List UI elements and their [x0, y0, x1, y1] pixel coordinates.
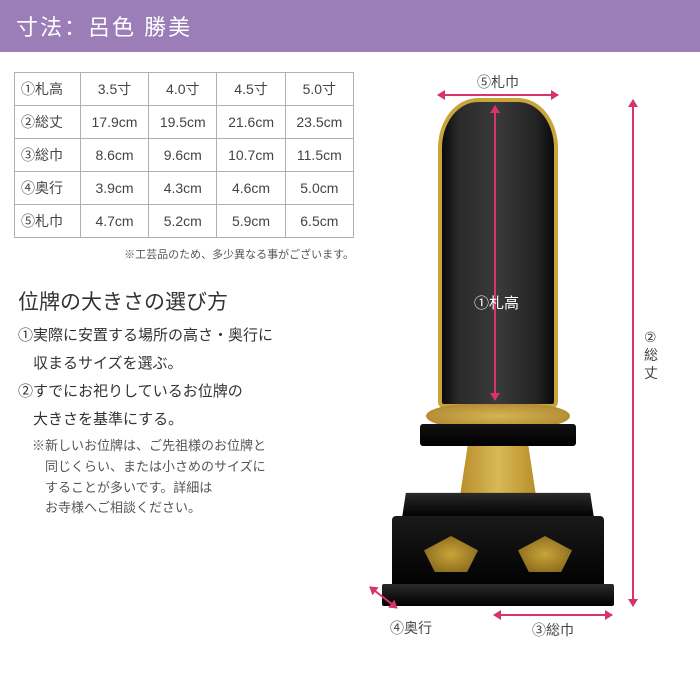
cell: 4.7cm — [80, 205, 148, 238]
cell: 5.9cm — [217, 205, 285, 238]
bottom-width-label: ③総巾 — [494, 620, 612, 640]
header-bar: 寸法：呂色 勝美 — [0, 0, 700, 52]
table-row: ③総巾 8.6cm 9.6cm 10.7cm 11.5cm — [15, 139, 354, 172]
base-shape — [402, 493, 594, 518]
table-row: ④奥行 3.9cm 4.3cm 4.6cm 5.0cm — [15, 172, 354, 205]
cell: 23.5cm — [285, 106, 353, 139]
base-shape — [420, 424, 576, 446]
cell: 10.7cm — [217, 139, 285, 172]
product-diagram: ⑤札巾 ①札高 ② 総丈 ③総巾 ④奥行 — [364, 72, 664, 632]
cell: 21.6cm — [217, 106, 285, 139]
cell: 6.5cm — [285, 205, 353, 238]
cell: 4.5寸 — [217, 73, 285, 106]
cell: 4.0寸 — [149, 73, 217, 106]
arrow-icon — [494, 614, 612, 616]
cell: ④奥行 — [15, 172, 81, 205]
cell: 5.0cm — [285, 172, 353, 205]
guide-note: ※新しいお位牌は、ご先祖様のお位牌と 同じくらい、または小さめのサイズに するこ… — [14, 436, 354, 519]
table-row: ⑤札巾 4.7cm 5.2cm 5.9cm 6.5cm — [15, 205, 354, 238]
arrow-icon — [438, 94, 558, 96]
arrow-icon — [369, 586, 397, 609]
total-height-label: ② 総丈 — [644, 328, 664, 383]
cell: 11.5cm — [285, 139, 353, 172]
cell: ①札高 — [15, 73, 81, 106]
table-note: ※工芸品のため、多少異なる事がございます。 — [14, 246, 354, 262]
depth-label: ④奥行 — [390, 618, 432, 638]
cell: 19.5cm — [149, 106, 217, 139]
cell: 5.2cm — [149, 205, 217, 238]
header-title: 寸法：呂色 勝美 — [16, 15, 192, 40]
right-column: ⑤札巾 ①札高 ② 総丈 ③総巾 ④奥行 — [364, 72, 686, 632]
cell: ③総巾 — [15, 139, 81, 172]
tablet-height-label: ①札高 — [474, 292, 519, 313]
guide-title: 位牌の大きさの選び方 — [14, 286, 354, 316]
cell: 17.9cm — [80, 106, 148, 139]
bottom-width-arrow: ③総巾 — [494, 612, 612, 640]
cell: 9.6cm — [149, 139, 217, 172]
depth-arrow — [370, 586, 408, 618]
cell: 3.5寸 — [80, 73, 148, 106]
dimensions-table: ①札高 3.5寸 4.0寸 4.5寸 5.0寸 ②総丈 17.9cm 19.5c… — [14, 72, 354, 238]
cell: 3.9cm — [80, 172, 148, 205]
top-width-arrow: ⑤札巾 — [438, 72, 558, 96]
tablet-height-arrow — [494, 106, 496, 400]
guide-item: 大きさを基準にする。 — [14, 408, 354, 432]
cell: ②総丈 — [15, 106, 81, 139]
cell: 4.6cm — [217, 172, 285, 205]
content-area: ①札高 3.5寸 4.0寸 4.5寸 5.0寸 ②総丈 17.9cm 19.5c… — [0, 52, 700, 632]
table-row: ②総丈 17.9cm 19.5cm 21.6cm 23.5cm — [15, 106, 354, 139]
base-shape — [460, 446, 536, 496]
top-width-label: ⑤札巾 — [438, 72, 558, 92]
base-shape — [392, 516, 604, 588]
base-shape — [382, 584, 614, 606]
guide-item: 収まるサイズを選ぶ。 — [14, 352, 354, 376]
cell: 5.0寸 — [285, 73, 353, 106]
guide-item: ①実際に安置する場所の高さ・奥行に — [14, 324, 354, 348]
guide-item: ②すでにお祀りしているお位牌の — [14, 380, 354, 404]
label-text: ② — [644, 329, 657, 345]
cell: ⑤札巾 — [15, 205, 81, 238]
tablet-shape — [438, 98, 558, 408]
left-column: ①札高 3.5寸 4.0寸 4.5寸 5.0寸 ②総丈 17.9cm 19.5c… — [14, 72, 354, 632]
label-text: 総丈 — [644, 347, 658, 381]
cell: 8.6cm — [80, 139, 148, 172]
table-row: ①札高 3.5寸 4.0寸 4.5寸 5.0寸 — [15, 73, 354, 106]
cell: 4.3cm — [149, 172, 217, 205]
total-height-arrow — [632, 100, 634, 606]
